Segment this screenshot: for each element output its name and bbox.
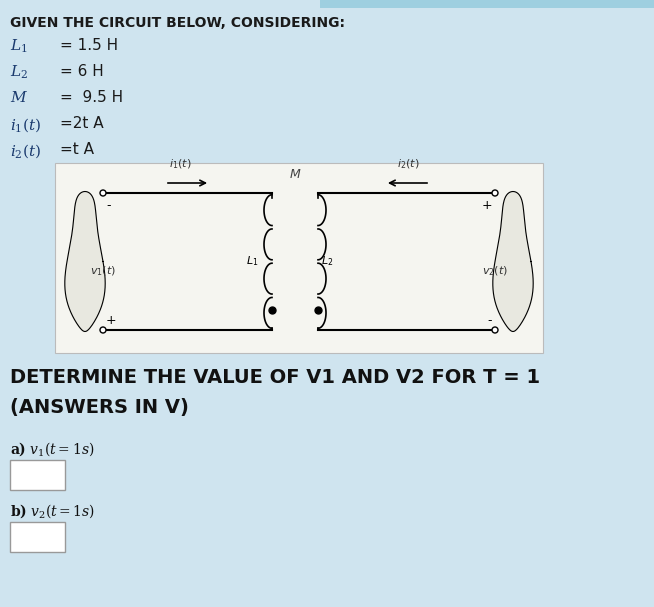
- Text: $M$: $M$: [10, 90, 28, 105]
- Text: = 6 H: = 6 H: [60, 64, 104, 79]
- Text: $i_1(t)$: $i_1(t)$: [10, 116, 41, 134]
- Text: -: -: [487, 314, 492, 327]
- Polygon shape: [65, 191, 105, 331]
- Circle shape: [492, 327, 498, 333]
- Text: $L_2$: $L_2$: [10, 64, 28, 81]
- Text: = 1.5 H: = 1.5 H: [60, 38, 118, 53]
- Text: (ANSWERS IN V): (ANSWERS IN V): [10, 398, 189, 417]
- Text: $L_1$: $L_1$: [245, 254, 258, 268]
- Text: =  9.5 H: = 9.5 H: [60, 90, 123, 105]
- Text: +: +: [106, 314, 116, 327]
- Text: $L_2$: $L_2$: [321, 254, 334, 268]
- Text: $\mathbf{a)}\ v_1(t=1s)$: $\mathbf{a)}\ v_1(t=1s)$: [10, 440, 94, 458]
- Circle shape: [100, 327, 106, 333]
- Polygon shape: [493, 191, 533, 331]
- Text: $v_1(t)$: $v_1(t)$: [90, 265, 116, 278]
- Text: M: M: [290, 169, 300, 181]
- Bar: [320, 0, 654, 8]
- Text: GIVEN THE CIRCUIT BELOW, CONSIDERING:: GIVEN THE CIRCUIT BELOW, CONSIDERING:: [10, 16, 345, 30]
- Text: $v_2(t)$: $v_2(t)$: [482, 265, 508, 278]
- Text: =2t A: =2t A: [60, 116, 103, 131]
- Text: $i_1(t)$: $i_1(t)$: [169, 157, 191, 171]
- Bar: [10, 522, 65, 552]
- Text: =t A: =t A: [60, 142, 94, 157]
- Text: $L_1$: $L_1$: [10, 38, 27, 55]
- Circle shape: [492, 190, 498, 196]
- Bar: [55, 163, 543, 353]
- Bar: [10, 460, 65, 490]
- Text: $\mathbf{b)}\ v_2(t=1s)$: $\mathbf{b)}\ v_2(t=1s)$: [10, 502, 95, 520]
- Text: DETERMINE THE VALUE OF V1 AND V2 FOR T = 1: DETERMINE THE VALUE OF V1 AND V2 FOR T =…: [10, 368, 540, 387]
- Circle shape: [100, 190, 106, 196]
- Text: -: -: [106, 199, 111, 212]
- Text: $i_2(t)$: $i_2(t)$: [10, 142, 41, 160]
- Text: $i_2(t)$: $i_2(t)$: [397, 157, 419, 171]
- Text: +: +: [481, 199, 492, 212]
